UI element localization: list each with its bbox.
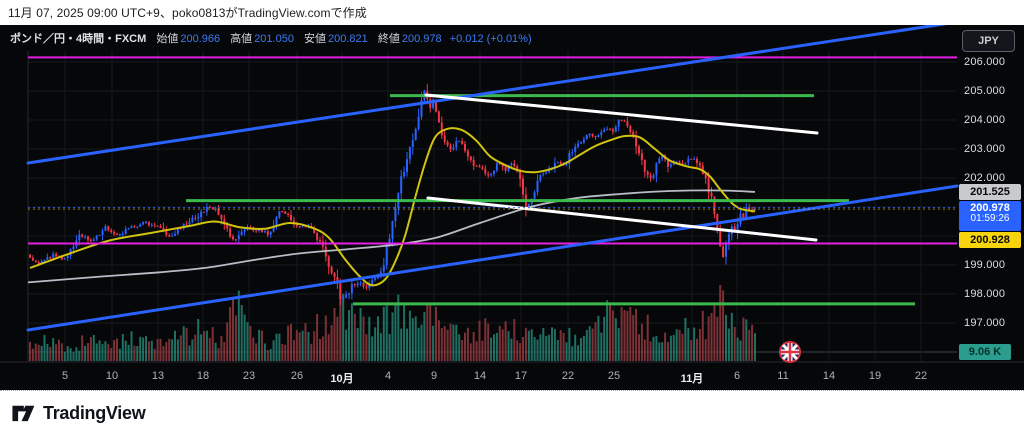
drawings-layer xyxy=(26,25,959,332)
price-axis-label: 199.000 xyxy=(964,259,1006,271)
alert-price-badge: 200.928 xyxy=(959,232,1021,248)
open-value: 200.966 xyxy=(180,33,221,45)
open-label: 始値 xyxy=(156,33,179,45)
time-axis-label: 10月 xyxy=(330,373,354,385)
time-axis-label: 22 xyxy=(914,370,928,382)
economic-event-flag-icon[interactable] xyxy=(779,341,801,363)
time-axis-label: 11月 xyxy=(680,373,704,385)
time-axis-label: 18 xyxy=(196,370,210,382)
price-axis-label: 205.000 xyxy=(964,85,1006,97)
change-value: +0.012 (+0.01%) xyxy=(449,33,532,45)
time-axis-label: 14 xyxy=(822,370,836,382)
time-axis-label: 10 xyxy=(105,370,119,382)
chart-area: ポンド／円・4時間・FXCM 始値 200.966 高値 201.050 安値 200… xyxy=(0,25,1024,390)
timeframe-label[interactable]: 4時間 xyxy=(76,33,105,45)
low-label: 安値 xyxy=(304,33,327,45)
price-axis-label: 198.000 xyxy=(964,288,1006,300)
time-axis-label: 14 xyxy=(473,370,487,382)
high-value: 201.050 xyxy=(254,33,294,45)
symbol-name[interactable]: ポンド／円 xyxy=(10,33,65,45)
price-axis-label: 203.000 xyxy=(964,143,1006,155)
time-axis-label: 11 xyxy=(777,370,789,382)
separator: ・ xyxy=(65,33,76,45)
attribution-text: 11月 07, 2025 09:00 UTC+9、poko0813がTradin… xyxy=(8,6,367,20)
current-price-value: 200.978 xyxy=(970,202,1010,214)
bar-countdown: 01:59:26 xyxy=(970,213,1010,224)
time-axis-label: 17 xyxy=(514,370,528,382)
current-price-badge: 200.978 01:59:26 xyxy=(959,201,1021,231)
price-axis-label: 197.000 xyxy=(964,317,1006,329)
symbol-legend: ポンド／円・4時間・FXCM 始値 200.966 高値 201.050 安値 200… xyxy=(10,30,532,46)
time-axis-label: 9 xyxy=(430,370,438,382)
ma-slow-line xyxy=(27,189,756,284)
close-label: 終値 xyxy=(377,33,400,45)
currency-button[interactable]: JPY xyxy=(962,30,1015,52)
time-axis-label: 25 xyxy=(607,370,621,382)
time-axis-label: 23 xyxy=(242,370,256,382)
high-label: 高値 xyxy=(230,33,253,45)
separator: ・ xyxy=(104,33,116,45)
volume-badge: 9.06 K xyxy=(959,344,1011,360)
time-axis-label: 13 xyxy=(151,370,165,382)
ma-fast-line xyxy=(29,127,756,287)
tradingview-logo-text: TradingView xyxy=(43,402,146,423)
time-axis-label: 22 xyxy=(561,370,575,382)
time-axis-label: 19 xyxy=(868,370,882,382)
chart-canvas[interactable] xyxy=(0,25,1024,390)
trendline-white-descending-upper[interactable] xyxy=(424,93,819,135)
time-axis-label: 4 xyxy=(384,370,392,382)
time-axis-label: 26 xyxy=(290,370,304,382)
moving-averages-layer xyxy=(27,127,756,287)
exchange-label: FXCM xyxy=(115,33,147,45)
volume-layer xyxy=(29,285,756,361)
price-axis[interactable]: 201.525 200.978 01:59:26 200.928 9.06 K … xyxy=(958,25,1024,362)
ma-value-badge: 201.525 xyxy=(959,184,1021,200)
time-axis[interactable]: 5 10 13 18 23 26 10月 4 9 14 17 22 25 11月 6 11 14 19 22 xyxy=(0,362,1024,390)
price-axis-label: 204.000 xyxy=(964,114,1006,126)
price-axis-label: 206.000 xyxy=(964,56,1006,68)
tradingview-link[interactable]: TradingView xyxy=(10,400,146,426)
trendline-white-descending-lower[interactable] xyxy=(426,196,818,242)
tradingview-logo-icon xyxy=(12,405,35,422)
page-footer: TradingView xyxy=(0,390,1024,441)
time-axis-label: 5 xyxy=(61,370,69,382)
trendline-blue-ascending-lower[interactable] xyxy=(26,184,959,332)
low-value: 200.821 xyxy=(328,33,368,45)
trendline-blue-ascending-upper[interactable] xyxy=(26,25,957,165)
close-value: 200.978 xyxy=(401,33,442,45)
price-axis-label: 202.000 xyxy=(964,172,1006,184)
time-axis-label: 6 xyxy=(733,370,741,382)
